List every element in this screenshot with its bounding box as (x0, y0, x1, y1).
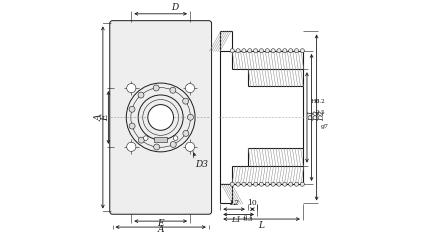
Text: -0.1: -0.1 (243, 215, 253, 220)
Text: D2: D2 (313, 110, 321, 121)
Circle shape (265, 49, 269, 53)
Circle shape (294, 182, 299, 186)
Text: L1: L1 (232, 216, 242, 223)
Circle shape (248, 182, 252, 186)
Circle shape (277, 182, 281, 186)
Circle shape (277, 49, 281, 53)
Circle shape (173, 136, 178, 140)
Text: L2: L2 (229, 199, 239, 207)
Circle shape (187, 114, 194, 120)
Text: D1: D1 (308, 110, 316, 121)
Circle shape (230, 49, 234, 53)
Text: E: E (157, 219, 164, 228)
Circle shape (294, 49, 299, 53)
Bar (154, 137, 167, 142)
Text: 10: 10 (248, 199, 257, 207)
Circle shape (183, 98, 189, 104)
Text: A: A (95, 114, 104, 121)
Circle shape (138, 137, 144, 143)
Circle shape (236, 49, 240, 53)
Circle shape (129, 106, 135, 112)
Text: D3: D3 (195, 160, 208, 169)
Circle shape (259, 49, 263, 53)
Circle shape (153, 144, 160, 150)
Circle shape (153, 85, 159, 91)
Text: -0.2: -0.2 (315, 99, 326, 104)
Circle shape (170, 142, 176, 148)
Circle shape (127, 84, 136, 93)
Circle shape (138, 92, 144, 98)
Circle shape (283, 49, 287, 53)
Circle shape (271, 182, 275, 186)
Text: A: A (157, 225, 164, 234)
Circle shape (183, 131, 189, 136)
Text: D: D (171, 3, 178, 12)
Text: L: L (259, 221, 265, 230)
Circle shape (185, 84, 194, 93)
Circle shape (283, 182, 287, 186)
Circle shape (300, 182, 304, 186)
Text: E: E (101, 114, 110, 121)
Circle shape (254, 182, 258, 186)
Circle shape (143, 136, 148, 140)
Circle shape (289, 49, 293, 53)
Circle shape (242, 49, 246, 53)
Circle shape (170, 87, 176, 93)
Circle shape (185, 142, 194, 152)
Circle shape (271, 49, 275, 53)
Circle shape (129, 123, 135, 129)
Circle shape (289, 182, 293, 186)
Circle shape (242, 182, 246, 186)
Text: g7: g7 (320, 124, 328, 129)
Text: D2: D2 (318, 110, 326, 121)
Circle shape (259, 182, 263, 186)
Circle shape (127, 142, 136, 152)
Text: -0.3: -0.3 (243, 217, 253, 223)
FancyBboxPatch shape (110, 21, 211, 214)
Text: H6: H6 (310, 99, 320, 104)
Bar (219, 3, 316, 232)
Circle shape (148, 105, 174, 130)
Circle shape (236, 182, 240, 186)
Circle shape (265, 182, 269, 186)
Circle shape (230, 182, 234, 186)
Text: -0.5: -0.5 (315, 110, 326, 115)
Circle shape (300, 49, 304, 53)
Circle shape (248, 49, 252, 53)
Circle shape (254, 49, 258, 53)
